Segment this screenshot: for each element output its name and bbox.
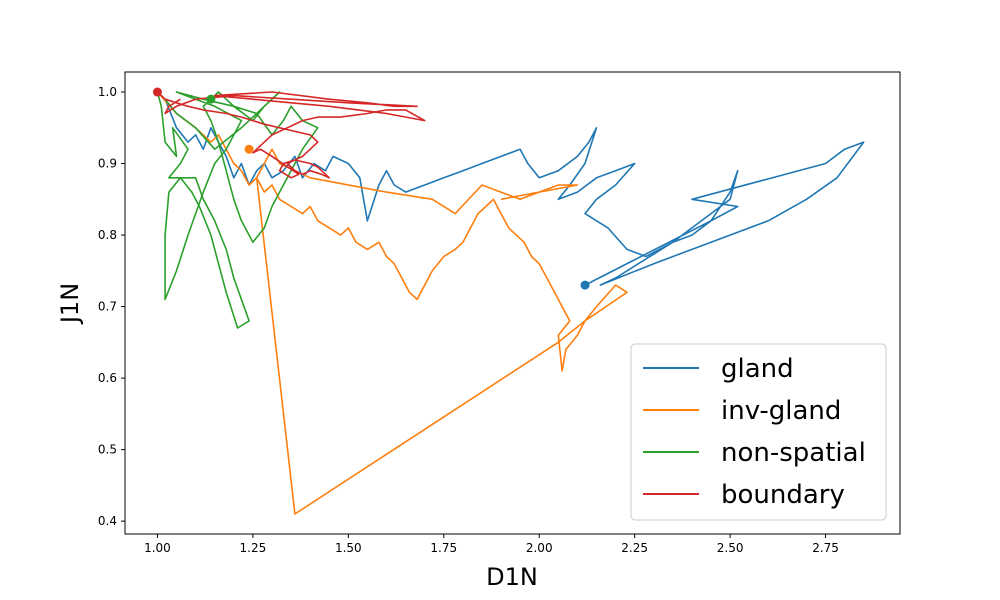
y-tick-label: 1.0 [98, 85, 117, 99]
y-tick-label: 0.4 [98, 514, 117, 528]
legend-box [630, 343, 887, 521]
y-tick-label: 0.8 [98, 228, 117, 242]
series-line-non-spatial [156, 91, 319, 329]
marker-non-spatial [206, 94, 216, 104]
x-axis: 1.00 1.25 1.50 1.75 2.00 2.25 2.50 2.75 [144, 534, 839, 555]
legend: gland inv-gland non-spatial boundary [630, 343, 887, 521]
y-tick-label: 0.5 [98, 443, 117, 457]
y-axis: 0.4 0.5 0.6 0.7 0.8 0.9 1.0 [98, 85, 125, 528]
series-layer [156, 91, 865, 515]
y-tick-label: 0.6 [98, 371, 117, 385]
legend-label-inv-gland: inv-gland [721, 396, 841, 426]
series-line-inv-gland [156, 91, 628, 515]
x-tick-label: 2.25 [621, 541, 648, 555]
series-line-gland [156, 91, 865, 286]
legend-label-gland: gland [721, 354, 794, 384]
marker-boundary [152, 87, 162, 97]
y-tick-label: 0.7 [98, 300, 117, 314]
legend-label-boundary: boundary [721, 480, 845, 510]
x-tick-label: 1.00 [144, 541, 171, 555]
series-line-boundary [156, 91, 426, 179]
x-tick-label: 1.25 [240, 541, 267, 555]
x-axis-label: D1N [486, 563, 538, 591]
plot-frame [124, 71, 901, 535]
y-axis-label: J1N [56, 283, 84, 325]
x-tick-label: 2.00 [526, 541, 553, 555]
x-tick-label: 2.50 [717, 541, 744, 555]
marker-inv-gland [244, 144, 254, 154]
legend-label-non-spatial: non-spatial [721, 438, 866, 468]
x-tick-label: 2.75 [812, 541, 839, 555]
y-tick-label: 0.9 [98, 157, 117, 171]
x-tick-label: 1.50 [335, 541, 362, 555]
marker-layer [152, 87, 590, 290]
x-tick-label: 1.75 [430, 541, 457, 555]
marker-gland [580, 280, 590, 290]
